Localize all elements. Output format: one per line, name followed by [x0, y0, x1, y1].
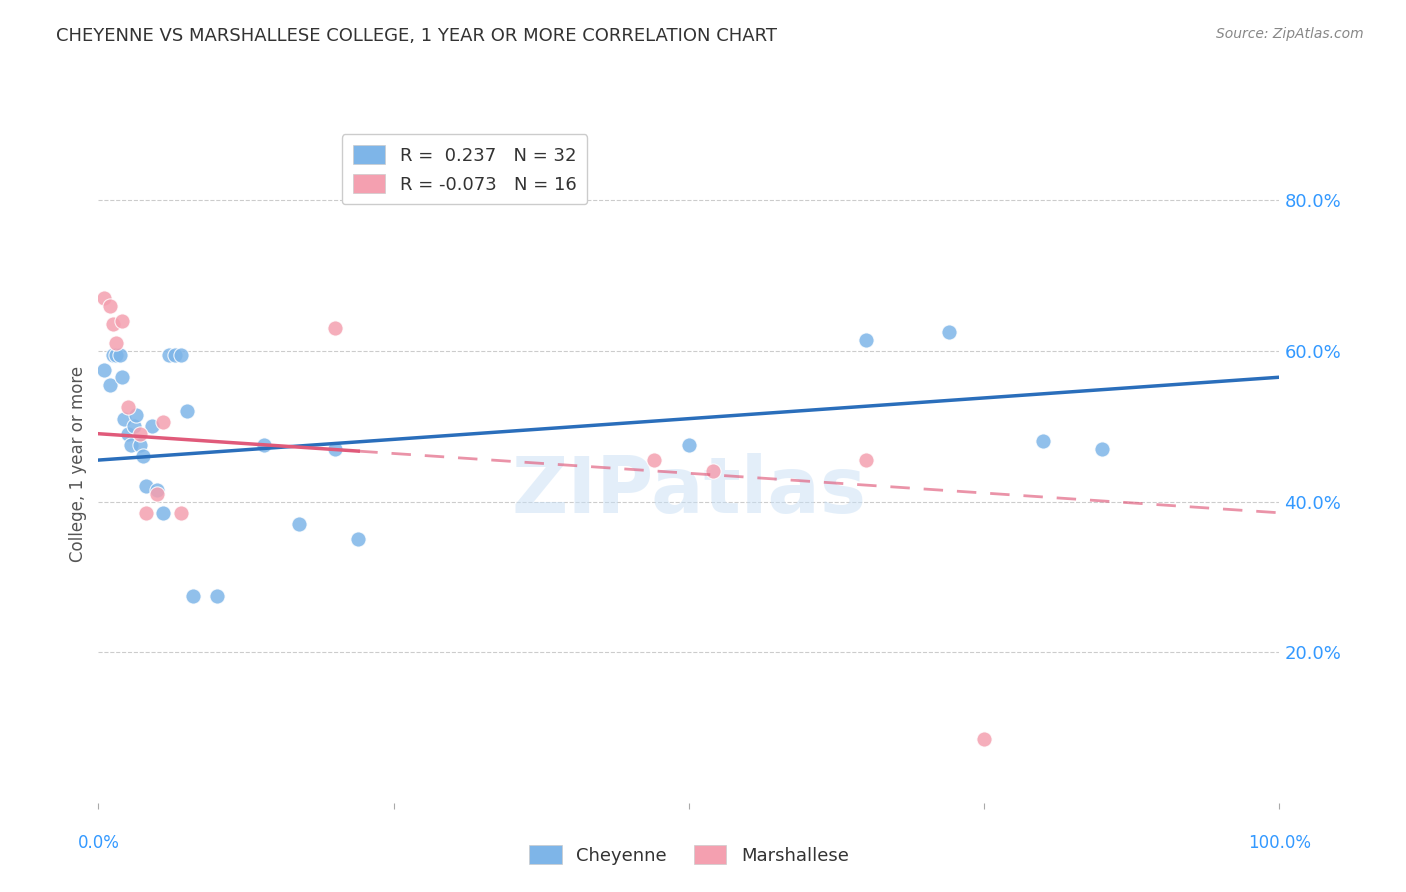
Point [117, 401, 139, 415]
Point [125, 408, 148, 422]
Point [117, 426, 139, 441]
Point [323, 321, 346, 335]
Point [93, 291, 115, 305]
Point [135, 506, 157, 520]
Text: 0.0%: 0.0% [77, 834, 120, 852]
Point [181, 589, 204, 603]
Y-axis label: College, 1 year or more: College, 1 year or more [69, 366, 87, 562]
Point [1032, 434, 1054, 449]
Point [146, 487, 169, 501]
Point [128, 438, 150, 452]
Point [855, 453, 877, 467]
Legend: Cheyenne, Marshallese: Cheyenne, Marshallese [522, 838, 856, 871]
Point [152, 506, 174, 520]
Point [855, 333, 877, 347]
Point [146, 483, 169, 498]
Point [152, 416, 174, 430]
Point [643, 453, 665, 467]
Point [101, 318, 124, 332]
Point [112, 411, 135, 425]
Point [973, 731, 995, 746]
Point [105, 336, 128, 351]
Point [93, 362, 115, 376]
Point [105, 348, 128, 362]
Point [108, 348, 131, 362]
Point [98, 299, 121, 313]
Point [176, 404, 198, 418]
Point [702, 464, 724, 478]
Point [132, 450, 155, 464]
Point [128, 426, 150, 441]
Point [111, 370, 134, 384]
Point [678, 438, 700, 452]
Text: Source: ZipAtlas.com: Source: ZipAtlas.com [1216, 27, 1364, 41]
Point [121, 438, 143, 452]
Point [288, 517, 311, 532]
Text: CHEYENNE VS MARSHALLESE COLLEGE, 1 YEAR OR MORE CORRELATION CHART: CHEYENNE VS MARSHALLESE COLLEGE, 1 YEAR … [56, 27, 778, 45]
Point [157, 348, 180, 362]
Point [141, 419, 163, 434]
Point [122, 419, 145, 434]
Point [101, 348, 124, 362]
Point [205, 589, 228, 603]
Point [253, 438, 276, 452]
Point [135, 479, 157, 493]
Point [111, 314, 134, 328]
Point [1091, 442, 1114, 456]
Point [323, 442, 346, 456]
Point [170, 506, 193, 520]
Text: 100.0%: 100.0% [1249, 834, 1310, 852]
Point [170, 348, 193, 362]
Point [165, 348, 187, 362]
Point [98, 377, 121, 392]
Text: ZIPatlas: ZIPatlas [512, 453, 866, 529]
Point [347, 532, 370, 546]
Point [938, 325, 960, 339]
